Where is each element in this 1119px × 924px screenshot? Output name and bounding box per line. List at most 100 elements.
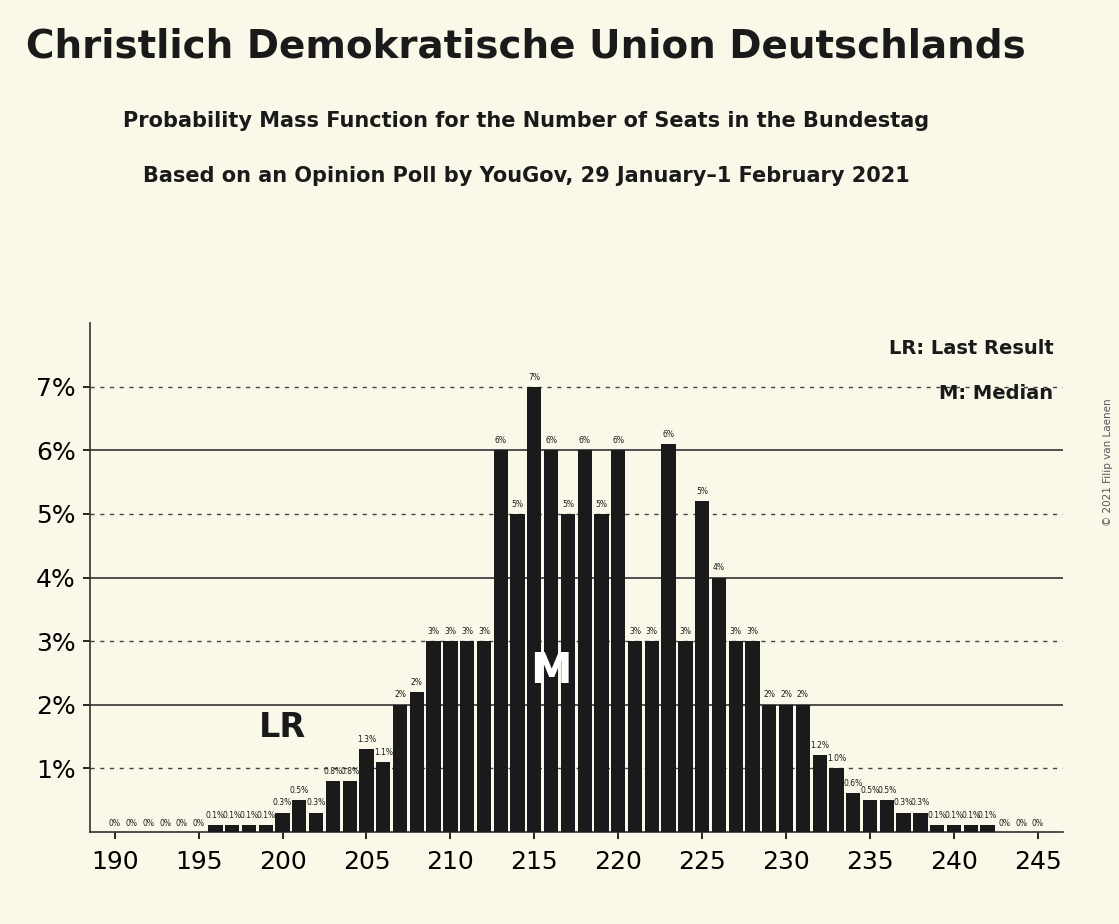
Bar [846, 794, 861, 832]
Bar [645, 641, 659, 832]
Text: 6%: 6% [495, 436, 507, 445]
Text: 0%: 0% [159, 820, 171, 829]
Text: 6%: 6% [612, 436, 624, 445]
Text: 1.1%: 1.1% [374, 748, 393, 757]
Text: 0.1%: 0.1% [928, 811, 947, 821]
Text: 5%: 5% [696, 487, 708, 496]
Text: 0%: 0% [998, 820, 1010, 829]
Text: Christlich Demokratische Union Deutschlands: Christlich Demokratische Union Deutschla… [26, 28, 1026, 66]
Text: LR: LR [258, 711, 307, 744]
Text: 6%: 6% [662, 430, 675, 439]
Bar [628, 641, 642, 832]
Bar [359, 749, 374, 832]
Text: 0.1%: 0.1% [944, 811, 963, 821]
Text: 0.1%: 0.1% [206, 811, 225, 821]
Bar [930, 825, 944, 832]
Bar [510, 514, 525, 832]
Text: 2%: 2% [780, 690, 792, 699]
Bar [745, 641, 760, 832]
Text: 0.5%: 0.5% [861, 785, 880, 795]
Text: 0%: 0% [192, 820, 205, 829]
Bar [242, 825, 256, 832]
Text: Based on an Opinion Poll by YouGov, 29 January–1 February 2021: Based on an Opinion Poll by YouGov, 29 J… [142, 166, 910, 187]
Bar [863, 800, 877, 832]
Text: 7%: 7% [528, 373, 540, 382]
Text: 3%: 3% [730, 627, 742, 636]
Text: 0.6%: 0.6% [844, 780, 863, 788]
Text: 0%: 0% [1015, 820, 1027, 829]
Text: 1.0%: 1.0% [827, 754, 846, 763]
Text: 3%: 3% [646, 627, 658, 636]
Text: 3%: 3% [444, 627, 457, 636]
Bar [410, 692, 424, 832]
Bar [896, 812, 911, 832]
Bar [225, 825, 239, 832]
Bar [812, 756, 827, 832]
Bar [712, 578, 726, 832]
Bar [258, 825, 273, 832]
Bar [611, 450, 626, 832]
Bar [376, 761, 391, 832]
Bar [980, 825, 995, 832]
Text: 5%: 5% [511, 500, 524, 509]
Bar [880, 800, 894, 832]
Text: 3%: 3% [478, 627, 490, 636]
Text: 0.1%: 0.1% [978, 811, 997, 821]
Bar [577, 450, 592, 832]
Text: 0.8%: 0.8% [340, 767, 359, 775]
Text: 0.1%: 0.1% [961, 811, 980, 821]
Bar [594, 514, 609, 832]
Text: 0.3%: 0.3% [307, 798, 326, 808]
Bar [963, 825, 978, 832]
Bar [292, 800, 307, 832]
Text: 3%: 3% [427, 627, 440, 636]
Bar [326, 781, 340, 832]
Text: 0.3%: 0.3% [911, 798, 930, 808]
Text: © 2021 Filip van Laenen: © 2021 Filip van Laenen [1103, 398, 1113, 526]
Bar [913, 812, 928, 832]
Text: 0.3%: 0.3% [273, 798, 292, 808]
Text: 6%: 6% [545, 436, 557, 445]
Text: 0%: 0% [176, 820, 188, 829]
Bar [208, 825, 223, 832]
Text: 0%: 0% [125, 820, 138, 829]
Bar [493, 450, 508, 832]
Text: 4%: 4% [713, 564, 725, 572]
Bar [695, 501, 709, 832]
Bar [275, 812, 290, 832]
Text: 0.3%: 0.3% [894, 798, 913, 808]
Bar [561, 514, 575, 832]
Bar [309, 812, 323, 832]
Bar [527, 387, 542, 832]
Text: 2%: 2% [394, 690, 406, 699]
Text: 0.1%: 0.1% [223, 811, 242, 821]
Text: 5%: 5% [562, 500, 574, 509]
Text: 3%: 3% [746, 627, 759, 636]
Bar [829, 768, 844, 832]
Text: 0%: 0% [142, 820, 154, 829]
Bar [947, 825, 961, 832]
Text: 0%: 0% [1032, 820, 1044, 829]
Bar [477, 641, 491, 832]
Text: 5%: 5% [595, 500, 608, 509]
Text: M: M [530, 650, 572, 692]
Bar [342, 781, 357, 832]
Bar [544, 450, 558, 832]
Text: 3%: 3% [679, 627, 692, 636]
Text: Probability Mass Function for the Number of Seats in the Bundestag: Probability Mass Function for the Number… [123, 111, 929, 131]
Text: M: Median: M: Median [939, 384, 1053, 404]
Bar [762, 704, 777, 832]
Bar [426, 641, 441, 832]
Text: 2%: 2% [763, 690, 775, 699]
Text: 2%: 2% [411, 678, 423, 687]
Text: 0.5%: 0.5% [877, 785, 896, 795]
Bar [460, 641, 474, 832]
Bar [661, 444, 676, 832]
Text: 6%: 6% [579, 436, 591, 445]
Text: 0.5%: 0.5% [290, 785, 309, 795]
Bar [678, 641, 693, 832]
Text: 1.2%: 1.2% [810, 741, 829, 750]
Text: 2%: 2% [797, 690, 809, 699]
Bar [796, 704, 810, 832]
Bar [779, 704, 793, 832]
